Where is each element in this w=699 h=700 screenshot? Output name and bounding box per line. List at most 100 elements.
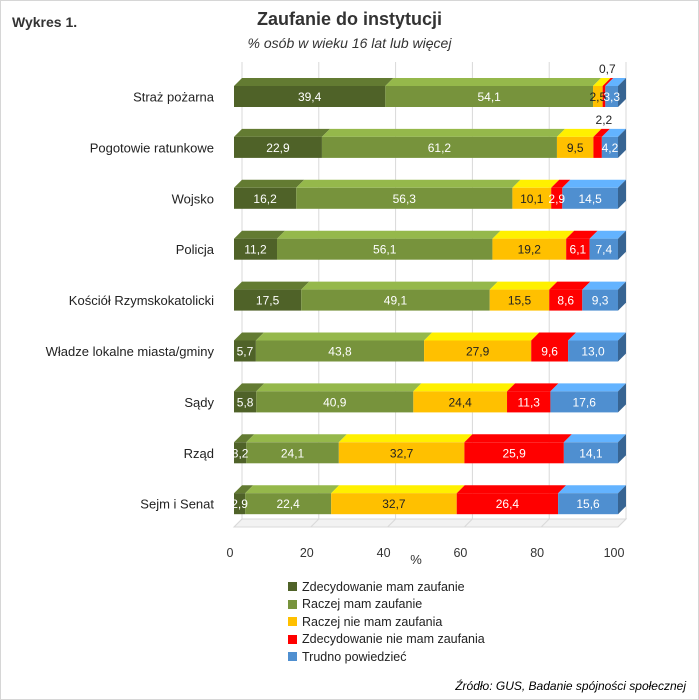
bar-segment xyxy=(246,442,339,464)
bar-segment-top xyxy=(234,332,264,341)
bar-segment xyxy=(234,136,322,158)
data-label: 0,7 xyxy=(599,62,616,76)
legend-label: Zdecydowanie mam zaufanie xyxy=(302,579,465,594)
data-label: 17,6 xyxy=(573,395,597,409)
data-label: 24,1 xyxy=(281,446,305,460)
bar-segment-top xyxy=(593,128,610,137)
bar-segment-side xyxy=(618,128,626,158)
x-tick-label: 60 xyxy=(453,546,467,560)
bar-segment xyxy=(489,289,550,311)
data-label: 54,1 xyxy=(477,90,501,104)
data-label: 11,2 xyxy=(244,243,267,257)
data-label: 56,1 xyxy=(373,243,397,257)
bar-segment xyxy=(566,238,590,260)
category-label: Sądy xyxy=(184,395,214,410)
bar-segment-top xyxy=(531,332,577,341)
bar-segment xyxy=(551,187,563,209)
x-axis-label: % xyxy=(410,552,422,567)
bar-segment-top xyxy=(234,179,305,188)
category-label: Sejm i Senat xyxy=(140,497,214,512)
bar-segment xyxy=(492,238,567,260)
data-label: 3,2 xyxy=(232,446,249,460)
chart-title: Zaufanie do instytucji xyxy=(256,9,443,29)
chart-legend: Zdecydowanie mam zaufanie Raczej mam zauf… xyxy=(288,578,485,666)
chart-plot: Straż pożarna 39,4 54,1 2,5 0,7 3,3 Pogotowie … xyxy=(46,62,628,567)
bar-segment xyxy=(256,391,414,413)
data-label: 16,2 xyxy=(253,192,277,206)
bar-segment-top xyxy=(234,383,265,392)
bar-segment xyxy=(589,238,618,260)
source-note: Źródło: GUS, Badanie spójności społeczne… xyxy=(455,679,686,693)
bar-segment-side xyxy=(618,383,626,413)
data-label: 2,9 xyxy=(548,192,565,206)
legend-label: Trudno powiedzieć xyxy=(302,649,407,664)
bar-segment-top xyxy=(605,78,626,86)
bar-segment-side xyxy=(618,332,626,362)
bar-segment-top xyxy=(234,230,286,239)
data-label: 25,9 xyxy=(502,446,526,460)
bar-segment-top xyxy=(246,434,347,443)
bar-segment-top xyxy=(568,332,626,341)
data-label: 61,2 xyxy=(428,141,452,155)
bar-segment xyxy=(234,391,257,413)
category-label: Władze lokalne miasta/gminy xyxy=(46,344,215,359)
bar-segment-top xyxy=(566,230,598,239)
data-label: 5,7 xyxy=(237,345,254,359)
data-label: 11,3 xyxy=(517,395,540,409)
data-label: 9,6 xyxy=(541,345,558,359)
bar-segment-top xyxy=(385,78,602,86)
bar-segment xyxy=(234,238,278,260)
bar-segment-top xyxy=(234,281,310,290)
data-label: 2,5 xyxy=(589,90,606,104)
x-gridline-floor xyxy=(464,518,473,528)
legend-item: Raczej nie mam zaufania xyxy=(288,613,485,631)
legend-swatch xyxy=(288,617,297,627)
category-label: Kościół Rzymskokatolicki xyxy=(69,293,214,308)
bar-segment xyxy=(234,340,256,362)
bar-segment-top xyxy=(234,485,254,494)
bar-segment xyxy=(549,289,583,311)
category-label: Straż pożarna xyxy=(133,90,215,105)
bar-segment-top xyxy=(234,78,394,86)
data-label: 17,5 xyxy=(256,294,280,308)
bar-segment-top xyxy=(558,485,626,494)
bar-segment xyxy=(601,136,618,158)
bar-segment-top xyxy=(551,179,571,188)
data-label: 43,8 xyxy=(328,345,352,359)
data-label: 9,5 xyxy=(567,141,584,155)
category-label: Wojsko xyxy=(172,191,214,206)
x-tick-label: 100 xyxy=(604,546,625,560)
bar-segment xyxy=(605,86,618,107)
bar-segment xyxy=(602,86,606,107)
bar-segment xyxy=(245,493,332,515)
bar-segment xyxy=(550,391,618,413)
bar-segment-top xyxy=(256,383,422,392)
bar-segment-top xyxy=(562,179,626,188)
bar-segment xyxy=(456,493,559,515)
bar-segment-top xyxy=(464,434,572,443)
bar-segment-top xyxy=(489,281,558,290)
category-label: Policja xyxy=(176,242,215,257)
bar-segment xyxy=(563,442,618,464)
bar-segment xyxy=(507,391,551,413)
bar-segment-top xyxy=(234,128,330,137)
x-gridline-floor xyxy=(617,518,627,528)
bar-segment-top xyxy=(245,485,340,494)
bar-segment xyxy=(413,391,508,413)
data-label: 14,5 xyxy=(578,192,602,206)
data-label: 22,4 xyxy=(276,497,300,511)
bar-segment xyxy=(255,340,425,362)
x-tick-label: 20 xyxy=(300,546,314,560)
data-label: 32,7 xyxy=(390,446,414,460)
bar-segment xyxy=(593,86,603,107)
x-gridline-floor xyxy=(310,518,320,528)
data-label: 32,7 xyxy=(382,497,406,511)
data-label: 9,3 xyxy=(592,294,609,308)
bar-segment-top xyxy=(563,434,626,443)
bar-segment-side xyxy=(618,78,626,107)
bar-segment xyxy=(558,493,618,515)
bar-segment xyxy=(234,493,246,515)
bar-segment xyxy=(582,289,618,311)
data-label: 8,6 xyxy=(557,294,574,308)
bar-segment xyxy=(593,136,602,158)
